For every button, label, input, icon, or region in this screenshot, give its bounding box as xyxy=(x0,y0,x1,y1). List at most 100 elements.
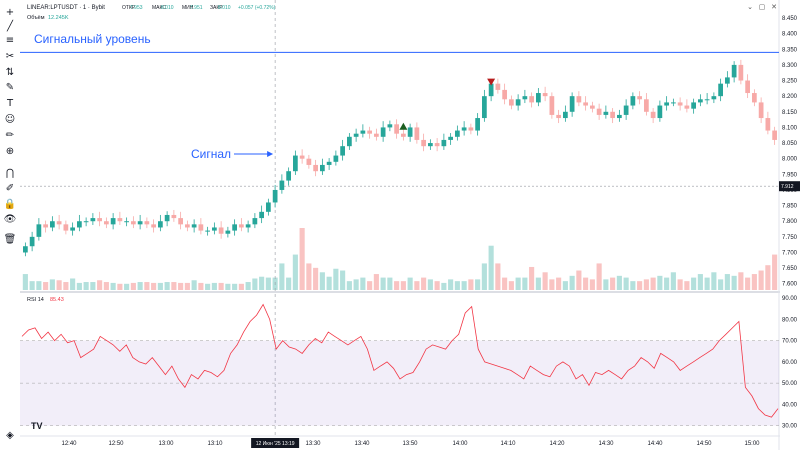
volume-bar xyxy=(164,282,170,290)
candle-body xyxy=(353,133,359,137)
emoji-icon[interactable]: ☺ xyxy=(4,113,16,125)
volume-bar xyxy=(616,275,622,290)
rsi-tick-label: 70.00 xyxy=(782,339,798,345)
stay-drawing-icon[interactable]: ✐ xyxy=(5,182,15,194)
layers-icon[interactable]: ◈ xyxy=(6,429,14,441)
time-tick-label: 14:50 xyxy=(696,441,712,447)
candle-body xyxy=(185,224,190,228)
ohlc-value: ЗАКР xyxy=(210,5,223,11)
tradingview-logo: TV xyxy=(31,421,43,431)
candle-body xyxy=(205,230,210,232)
time-tick-label: 14:40 xyxy=(647,441,663,447)
candle-body xyxy=(468,127,474,131)
volume-bar xyxy=(353,279,359,290)
eye-icon[interactable]: 👁 xyxy=(3,213,17,225)
close-pane-icon[interactable]: ✕ xyxy=(771,3,777,11)
ruler-icon[interactable]: ✎ xyxy=(5,81,15,93)
volume-bar xyxy=(70,278,76,290)
volume-bar xyxy=(448,279,454,290)
candle-body xyxy=(326,161,332,165)
candle-body xyxy=(245,224,251,228)
candle-body xyxy=(293,155,298,172)
time-tick-label: 13:40 xyxy=(354,441,370,447)
pitchfork-icon[interactable]: ✂ xyxy=(5,50,15,62)
volume-bar xyxy=(414,281,420,290)
time-tick-label: 13:10 xyxy=(207,441,223,447)
volume-bar xyxy=(542,272,548,290)
candle-body xyxy=(83,221,89,223)
volume-bar xyxy=(245,282,251,290)
candle-body xyxy=(178,218,183,225)
candle-body xyxy=(313,164,318,172)
volume-bar xyxy=(704,277,710,290)
candle-body xyxy=(644,99,649,112)
candle-body xyxy=(239,224,244,228)
candle-body xyxy=(421,139,426,147)
volume-bar xyxy=(299,228,305,290)
volume-bar xyxy=(103,282,109,290)
volume-bar xyxy=(232,283,238,290)
crosshair-icon[interactable]: + xyxy=(5,6,15,18)
volume-bar xyxy=(90,282,96,290)
magnet-icon[interactable]: ⋂ xyxy=(5,167,15,179)
candle-body xyxy=(603,111,609,115)
candle-body xyxy=(23,246,28,253)
volume-bar xyxy=(63,282,69,290)
candle-body xyxy=(772,130,777,140)
volume-bar xyxy=(562,281,568,290)
volume-bar xyxy=(144,282,150,290)
maximize-icon[interactable]: ▢ xyxy=(758,3,766,11)
volume-bar xyxy=(319,272,325,290)
volume-bar xyxy=(259,276,265,290)
signal-level-label: Сигнальный уровень xyxy=(34,32,151,46)
candle-body xyxy=(225,230,231,234)
price-axis-background xyxy=(779,0,800,450)
volume-bar xyxy=(718,279,724,290)
candle-body xyxy=(731,64,737,78)
zoom-icon[interactable]: ⊕ xyxy=(5,145,15,157)
volume-bar xyxy=(603,279,609,290)
candle-body xyxy=(124,221,129,223)
candle-body xyxy=(266,202,271,212)
volume-bar xyxy=(488,245,494,290)
trend-line-icon[interactable]: ╱ xyxy=(6,20,14,32)
volume-bar xyxy=(731,275,737,290)
volume-bar xyxy=(637,281,643,290)
lock-icon[interactable]: 🔒 xyxy=(3,198,17,210)
volume-bar xyxy=(576,270,582,290)
volume-bar xyxy=(691,277,697,290)
volume-bar xyxy=(535,277,541,290)
volume-bar xyxy=(670,272,676,290)
trash-icon[interactable]: 🗑 xyxy=(3,233,17,245)
time-tick-label: 14:10 xyxy=(500,441,516,447)
volume-bar xyxy=(610,277,616,290)
candle-body xyxy=(299,155,305,159)
ohlc-value: МИН xyxy=(182,5,194,11)
chevron-down-icon[interactable]: ⌄ xyxy=(747,3,753,11)
volume-bar xyxy=(495,263,501,290)
volume-bar xyxy=(292,254,298,290)
time-cursor-label: 12 Июн '25 13:19 xyxy=(256,441,295,447)
time-tick-label: 12:50 xyxy=(108,441,124,447)
volume-bar xyxy=(454,281,460,290)
brush-icon[interactable]: ⇅ xyxy=(5,66,15,78)
volume-bar xyxy=(36,281,42,290)
candle-body xyxy=(367,130,372,134)
candle-body xyxy=(360,130,366,134)
candle-body xyxy=(488,83,494,97)
price-tick-label: 7.950 xyxy=(782,172,798,178)
volume-bar xyxy=(738,272,744,290)
rsi-label: RSI 14 xyxy=(27,297,44,303)
volume-bar xyxy=(171,282,177,290)
volume-bar xyxy=(745,277,751,290)
candle-body xyxy=(171,214,177,219)
volume-bar xyxy=(380,277,386,290)
volume-bar xyxy=(137,282,143,290)
candle-body xyxy=(144,221,150,225)
pencil-icon[interactable]: ✏ xyxy=(5,129,15,141)
candle-body xyxy=(70,227,75,231)
candle-body xyxy=(286,171,291,181)
text-icon[interactable]: T xyxy=(6,97,14,109)
horizontal-lines-icon[interactable]: ≡ xyxy=(5,34,15,46)
